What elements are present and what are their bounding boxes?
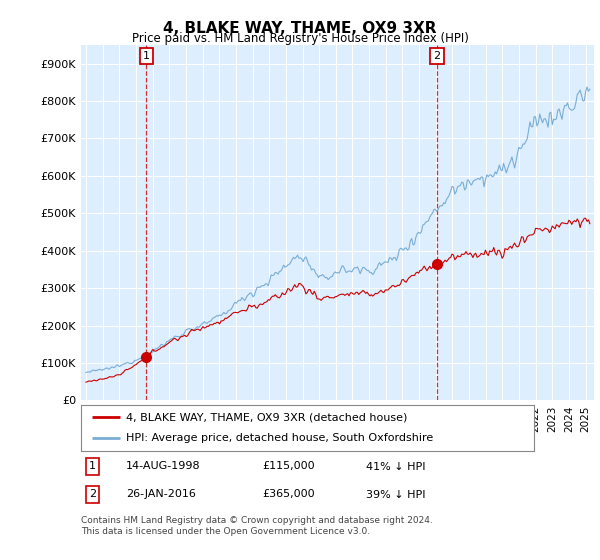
Text: 1: 1	[143, 51, 150, 61]
Text: 2: 2	[89, 489, 96, 500]
Text: 41% ↓ HPI: 41% ↓ HPI	[367, 461, 426, 472]
Text: 4, BLAKE WAY, THAME, OX9 3XR: 4, BLAKE WAY, THAME, OX9 3XR	[163, 21, 437, 36]
Text: £115,000: £115,000	[262, 461, 315, 472]
Text: 39% ↓ HPI: 39% ↓ HPI	[367, 489, 426, 500]
Text: HPI: Average price, detached house, South Oxfordshire: HPI: Average price, detached house, Sout…	[127, 433, 434, 444]
Text: Price paid vs. HM Land Registry's House Price Index (HPI): Price paid vs. HM Land Registry's House …	[131, 32, 469, 45]
Text: 26-JAN-2016: 26-JAN-2016	[127, 489, 196, 500]
Text: 1: 1	[89, 461, 96, 472]
Text: £365,000: £365,000	[262, 489, 315, 500]
Text: 14-AUG-1998: 14-AUG-1998	[127, 461, 201, 472]
Text: Contains HM Land Registry data © Crown copyright and database right 2024.
This d: Contains HM Land Registry data © Crown c…	[81, 516, 433, 536]
Text: 4, BLAKE WAY, THAME, OX9 3XR (detached house): 4, BLAKE WAY, THAME, OX9 3XR (detached h…	[127, 412, 407, 422]
Text: 2: 2	[433, 51, 440, 61]
